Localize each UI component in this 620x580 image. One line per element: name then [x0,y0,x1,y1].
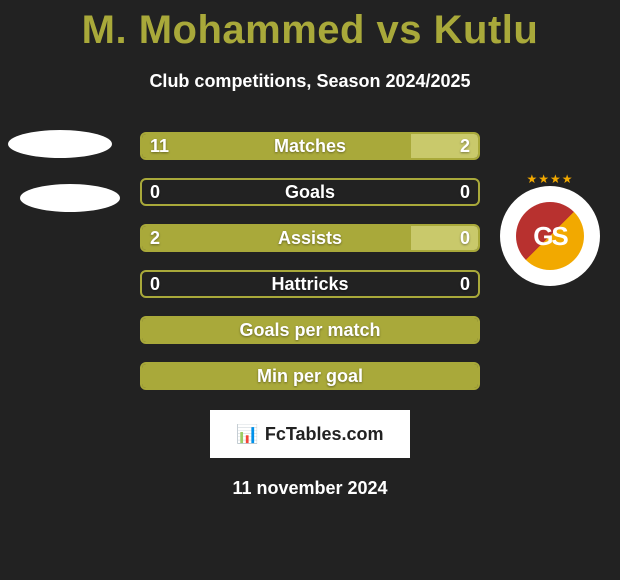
subtitle: Club competitions, Season 2024/2025 [0,71,620,92]
chart-icon: 📊 [236,424,258,445]
stat-row: Goals0 0 [0,178,620,206]
stat-value-left: 0 [150,270,160,298]
stat-label: Goals per match [142,318,478,342]
brand-badge[interactable]: 📊 FcTables.com [210,410,410,458]
stat-value-left: 0 [150,178,160,206]
stat-bar-track: Assists [140,224,480,252]
page-title: M. Mohammed vs Kutlu [0,8,620,53]
stat-bar-track: Min per goal [140,362,480,390]
stat-bar-track: Goals [140,178,480,206]
stat-label: Goals [142,180,478,204]
stat-row: Min per goal [0,362,620,390]
stat-bar-track: Matches [140,132,480,160]
footer-date: 11 november 2024 [0,478,620,499]
stat-value-left: 2 [150,224,160,252]
stat-value-right: 0 [460,270,470,298]
stat-label: Min per goal [142,364,478,388]
stat-row: Matches11 2 [0,132,620,160]
stat-value-right: 0 [460,178,470,206]
brand-text: FcTables.com [265,424,384,445]
comparison-card: M. Mohammed vs Kutlu Club competitions, … [0,8,620,580]
stat-value-right: 0 [460,224,470,252]
stat-bar-track: Goals per match [140,316,480,344]
stat-bar-track: Hattricks [140,270,480,298]
stat-value-right: 2 [460,132,470,160]
stat-row: Assists2 0 [0,224,620,252]
stat-value-left: 11 [150,132,169,160]
stat-label: Hattricks [142,272,478,296]
stat-label: Assists [142,226,478,250]
stat-row: Hattricks0 0 [0,270,620,298]
stat-row: Goals per match [0,316,620,344]
stat-label: Matches [142,134,478,158]
stats-chart: Matches112Goals00Assists20Hattricks00Goa… [0,132,620,390]
